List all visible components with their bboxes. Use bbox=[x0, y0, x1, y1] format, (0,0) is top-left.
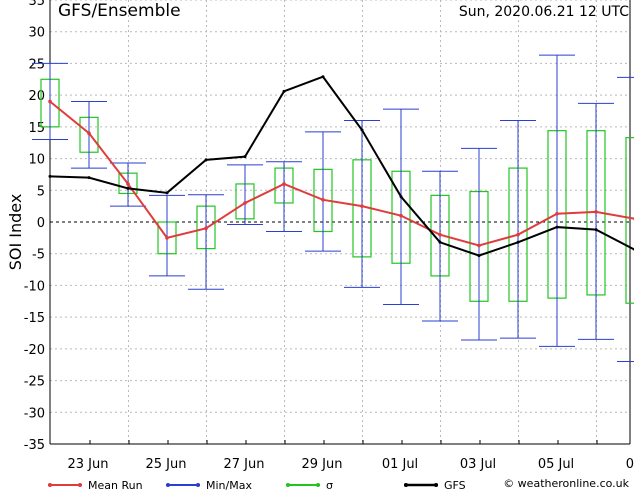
y-tick-label: 15 bbox=[28, 121, 45, 136]
mean-run-point bbox=[204, 226, 208, 231]
x-tick-label: 05 Jul bbox=[538, 457, 574, 472]
x-tick-label: 29 Jun bbox=[302, 457, 343, 472]
legend-dot bbox=[48, 483, 52, 487]
y-axis-label: SOI Index bbox=[6, 194, 25, 271]
labels: GFS/Ensemble Sun, 2020.06.21 12 UTC SOI … bbox=[6, 1, 630, 490]
legend-dot bbox=[434, 483, 438, 487]
mean-run-point bbox=[282, 182, 286, 186]
y-tick-label: 35 bbox=[28, 0, 45, 9]
x-tick-label: 03 Jul bbox=[460, 457, 496, 472]
axes: -35 -30 -25 -20 -15 -10 -5 0 5 10 15 20 25 30 35 23 Jun… bbox=[24, 0, 634, 472]
x-tick-label: 01 Jul bbox=[382, 457, 418, 472]
x-tick-label: 23 Jun bbox=[68, 457, 109, 472]
x-tick-label: 25 Jun bbox=[146, 457, 187, 472]
mean-run-point bbox=[555, 211, 559, 216]
gfs-point bbox=[516, 240, 520, 244]
legend-dot bbox=[78, 483, 82, 487]
legend-dot bbox=[404, 483, 408, 487]
y-tick-label: -20 bbox=[24, 343, 45, 358]
gfs-point bbox=[399, 195, 403, 199]
chart-title: GFS/Ensemble bbox=[58, 1, 181, 21]
y-tick-label: -30 bbox=[24, 406, 45, 421]
mean-run-point bbox=[243, 201, 247, 205]
x-tick-label: 07 bbox=[626, 457, 634, 472]
y-tick-label: 10 bbox=[28, 153, 45, 168]
y-tick-label: 5 bbox=[37, 184, 45, 199]
credit-text: © weatheronline.co.uk bbox=[503, 477, 629, 490]
minmax-whiskers bbox=[32, 54, 634, 363]
y-tick-label: -10 bbox=[24, 279, 45, 294]
gfs-point bbox=[243, 155, 247, 159]
legend-label: σ bbox=[326, 479, 333, 490]
mean-run-point bbox=[126, 182, 130, 186]
y-tick-label: 30 bbox=[28, 26, 45, 41]
run-date: Sun, 2020.06.21 12 UTC bbox=[459, 4, 629, 20]
y-tick-label: 0 bbox=[37, 216, 45, 231]
mean-run-point bbox=[321, 198, 325, 202]
mean-run-point bbox=[477, 243, 481, 248]
gfs-point bbox=[477, 254, 481, 258]
mean-run-point bbox=[165, 236, 169, 240]
legend-label: GFS bbox=[444, 479, 466, 490]
gfs-point bbox=[48, 174, 52, 178]
legend-dot bbox=[286, 483, 290, 487]
legend: Mean Run Min/Max σ GFS bbox=[48, 479, 466, 490]
sigma-box bbox=[625, 137, 634, 304]
gfs-point bbox=[555, 225, 559, 229]
gfs-point bbox=[165, 191, 169, 195]
x-tick-label: 27 Jun bbox=[224, 457, 265, 472]
mean-run-point bbox=[48, 99, 52, 104]
sigma-boxes bbox=[40, 78, 634, 304]
gfs-point bbox=[360, 128, 364, 132]
mean-run-point bbox=[399, 213, 403, 218]
gfs-point bbox=[438, 240, 442, 244]
gfs-series bbox=[48, 75, 634, 258]
y-tick-label: 20 bbox=[28, 89, 45, 104]
gfs-point bbox=[321, 75, 325, 79]
gfs-point bbox=[126, 186, 130, 190]
gfs-point bbox=[594, 228, 598, 232]
y-tick-label: 25 bbox=[28, 57, 45, 72]
mean-run-point bbox=[87, 131, 91, 135]
legend-dot bbox=[196, 483, 200, 487]
mean-run-point bbox=[594, 210, 598, 214]
legend-label: Min/Max bbox=[206, 479, 252, 490]
gfs-point bbox=[204, 158, 208, 162]
y-tick-label: -5 bbox=[32, 248, 45, 263]
legend-dot bbox=[316, 483, 320, 487]
mean-run-point bbox=[516, 232, 520, 237]
legend-label: Mean Run bbox=[88, 479, 143, 490]
y-tick-label: -15 bbox=[24, 311, 45, 326]
y-tick-label: -35 bbox=[24, 438, 45, 453]
mean-run-point bbox=[438, 232, 442, 237]
y-tick-label: -25 bbox=[24, 375, 45, 390]
gfs-point bbox=[282, 89, 286, 93]
gfs-point bbox=[87, 176, 91, 180]
gfs-line bbox=[49, 75, 634, 257]
legend-dot bbox=[166, 483, 170, 487]
mean-run-line bbox=[49, 100, 634, 247]
mean-run-point bbox=[360, 204, 364, 208]
